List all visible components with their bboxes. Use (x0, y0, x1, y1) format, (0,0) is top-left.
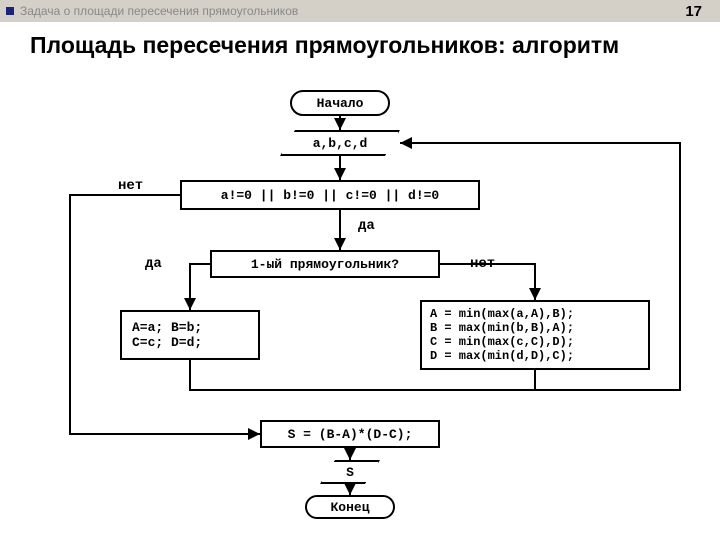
label-yes2: да (145, 256, 162, 272)
node-proc2: A = min(max(a,A),B); B = max(min(b,B),A)… (420, 300, 650, 370)
breadcrumb: Задача о площади пересечения прямоугольн… (20, 4, 298, 18)
node-start: Начало (290, 90, 390, 116)
label-no1: нет (118, 178, 143, 194)
node-calc: S = (B-A)*(D-C); (260, 420, 440, 448)
node-cond2: 1-ый прямоугольник? (210, 250, 440, 278)
node-output: S (320, 460, 380, 484)
flowchart: Начало a,b,c,d a!=0 || b!=0 || c!=0 || d… (0, 90, 720, 540)
label-yes1: да (358, 218, 375, 234)
label-no2: нет (470, 256, 495, 272)
page-title: Площадь пересечения прямоугольников: алг… (0, 22, 720, 60)
node-input: a,b,c,d (280, 130, 400, 156)
node-cond1: a!=0 || b!=0 || c!=0 || d!=0 (180, 180, 480, 210)
node-proc1: A=a; B=b; C=c; D=d; (120, 310, 260, 360)
header-bar: Задача о площади пересечения прямоугольн… (0, 0, 720, 22)
page-number: 17 (685, 3, 702, 20)
node-end: Конец (305, 495, 395, 519)
